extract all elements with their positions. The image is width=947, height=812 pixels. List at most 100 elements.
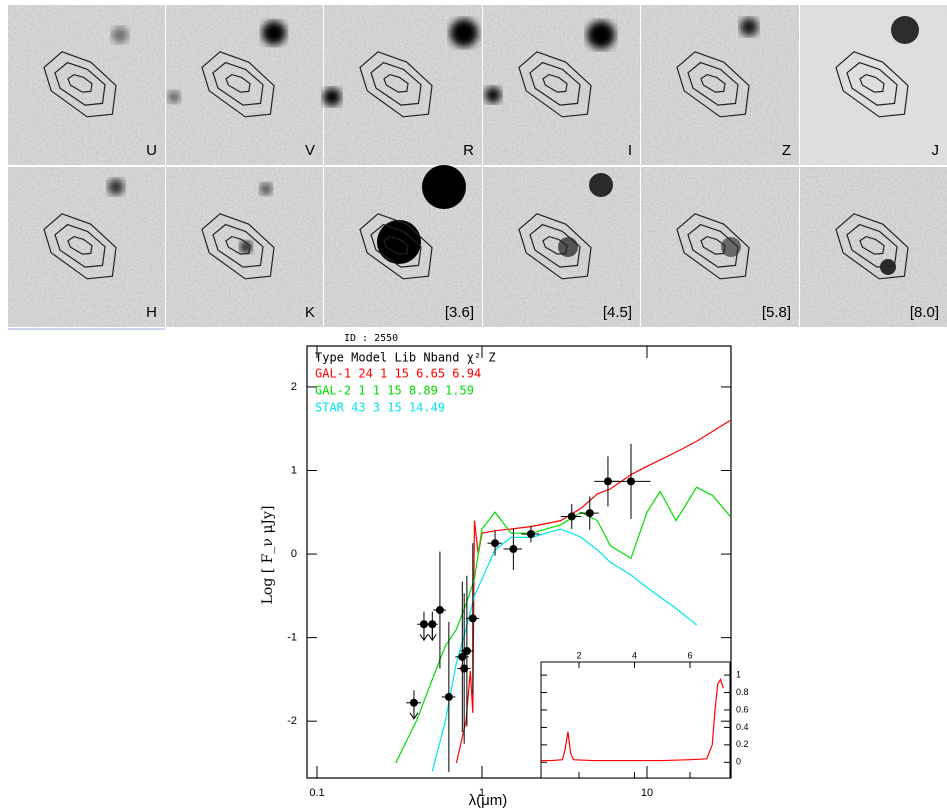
y-tick-label: -1 (287, 632, 297, 644)
contour (676, 51, 750, 118)
band-label: [4.5] (603, 304, 632, 321)
panel-noise (483, 5, 640, 165)
contour (529, 61, 581, 106)
inset-x-tick-label: 6 (688, 650, 693, 660)
contour (700, 235, 726, 255)
contour (43, 51, 117, 118)
contour (359, 213, 433, 280)
cutout-panel: K (166, 167, 323, 327)
contour (370, 61, 422, 106)
contour (201, 213, 275, 280)
y-tick-label: 2 (291, 381, 297, 393)
contour (676, 213, 750, 280)
contour (529, 223, 581, 268)
legend-entry: GAL-1 24 1 15 6.65 6.94 (315, 367, 481, 381)
contour (835, 51, 909, 118)
contour (518, 213, 592, 280)
inset-y-tick-label: 0.8 (736, 687, 749, 697)
cutout-panel: H (8, 167, 165, 327)
contour (225, 73, 251, 93)
inset-y-tick-label: 1 (736, 669, 741, 679)
source-blob (260, 183, 272, 195)
source-blob (587, 21, 615, 49)
inset-y-tick-label: 0.2 (736, 739, 749, 749)
contour (846, 61, 898, 106)
legend-entry: STAR 43 3 15 14.49 (315, 401, 445, 415)
contour (67, 235, 93, 255)
source-blob (721, 237, 741, 257)
photometry-point (509, 545, 518, 554)
cutout-panel: U (8, 5, 165, 165)
contour (846, 223, 898, 268)
source-blob (262, 21, 286, 45)
source-blob (377, 220, 421, 264)
contour (859, 73, 885, 93)
photometry-point (526, 530, 535, 539)
source-blob (589, 173, 613, 197)
x-tick-label: 1 (479, 787, 485, 799)
inset-y-tick-label: 0.6 (736, 704, 749, 714)
inset-area (541, 678, 724, 762)
band-label: Z (782, 142, 791, 159)
source-blob (168, 91, 180, 103)
source-blob (450, 19, 478, 47)
plot-area (395, 419, 731, 773)
band-label: H (146, 304, 157, 321)
band-label: V (305, 142, 315, 159)
cutout-panel: V (166, 5, 323, 165)
inset-y-tick-label: 0 (736, 757, 741, 767)
source-blob (323, 88, 341, 106)
band-label: J (932, 142, 940, 159)
cutout-panel: R (323, 5, 482, 165)
photometry-point (567, 512, 576, 521)
contour (370, 223, 422, 268)
contour (835, 213, 909, 280)
model-sed-line (395, 486, 731, 764)
contour (212, 61, 264, 106)
y-tick-label: 1 (291, 464, 297, 476)
band-label: R (463, 142, 474, 159)
band-label: K (305, 304, 315, 321)
photometry-point (626, 477, 635, 486)
band-label: [3.6] (445, 304, 474, 321)
plot-frame (306, 345, 732, 779)
x-tick-label: 0.1 (309, 787, 324, 799)
contour (687, 61, 739, 106)
contour (54, 61, 106, 106)
contour (700, 73, 726, 93)
legend-header: Type Model Lib Nband χ² Z (315, 351, 496, 365)
source-blob (880, 259, 896, 275)
photometry-point (419, 620, 428, 629)
panel-noise (8, 167, 165, 327)
photometry-point (435, 606, 444, 615)
inset-x-tick-label: 2 (577, 650, 582, 660)
cutout-panel: J (800, 5, 947, 165)
panel-noise (641, 5, 799, 165)
contour (518, 51, 592, 118)
contour (859, 235, 885, 255)
band-label: I (628, 142, 632, 159)
source-blob (891, 16, 919, 44)
contour (542, 235, 568, 255)
photometry-point (444, 692, 453, 701)
photometry-point (428, 620, 437, 629)
id-label: ID : 2550 (344, 333, 398, 344)
band-label: U (146, 142, 157, 159)
panel-noise (641, 167, 799, 327)
source-blob (108, 179, 124, 195)
photometry-point (491, 539, 500, 548)
photometry-point (585, 509, 594, 518)
contour (67, 73, 93, 93)
photometry-point (468, 614, 477, 623)
contour (383, 235, 409, 255)
contour (359, 51, 433, 118)
inset-x-tick-label: 4 (632, 650, 637, 660)
panel-noise (166, 5, 323, 165)
photometry-point (409, 698, 418, 707)
band-label: [5.8] (762, 304, 791, 321)
sed-plot: ID : 2550 Type Model Lib Nband χ² Z λ(μm… (260, 333, 749, 809)
source-blob (422, 165, 466, 209)
cutout-panel: [8.0] (800, 167, 947, 327)
